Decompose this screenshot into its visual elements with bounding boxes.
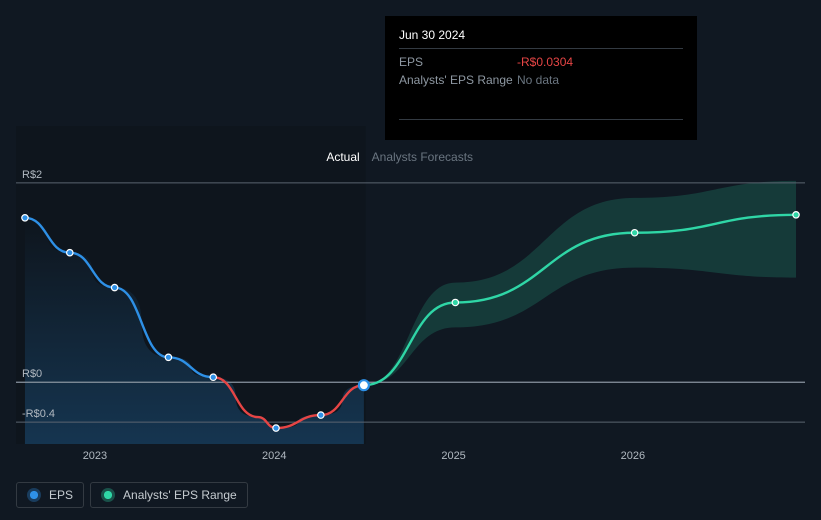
tooltip-row-eps: EPS -R$0.0304 (399, 53, 683, 71)
x-axis-tick-label: 2025 (441, 450, 465, 462)
x-axis-tick-label: 2024 (262, 450, 286, 462)
legend-item-range[interactable]: Analysts' EPS Range (90, 482, 248, 508)
tooltip-label: EPS (399, 53, 517, 71)
legend-item-eps[interactable]: EPS (16, 482, 84, 508)
chart-area: ActualAnalysts ForecastsR$2R$0-R$0.42023… (16, 126, 805, 444)
section-label-forecast: Analysts Forecasts (372, 150, 473, 164)
chart-legend: EPS Analysts' EPS Range (16, 482, 248, 508)
eps-chart[interactable] (16, 126, 805, 444)
y-axis-tick-label: R$0 (22, 368, 42, 380)
legend-label: Analysts' EPS Range (123, 488, 237, 502)
tooltip-date: Jun 30 2024 (399, 26, 683, 44)
legend-label: EPS (49, 488, 73, 502)
y-axis-tick-label: R$2 (22, 169, 42, 181)
x-axis-tick-label: 2023 (83, 450, 107, 462)
x-axis-tick-label: 2026 (621, 450, 645, 462)
chart-tooltip: Jun 30 2024 EPS -R$0.0304 Analysts' EPS … (385, 16, 697, 140)
tooltip-label: Analysts' EPS Range (399, 71, 517, 89)
y-axis-tick-label: -R$0.4 (22, 408, 55, 420)
tooltip-separator (399, 48, 683, 49)
section-label-actual: Actual (326, 150, 359, 164)
circle-icon (27, 488, 41, 502)
tooltip-value: -R$0.0304 (517, 53, 573, 71)
tooltip-value: No data (517, 71, 559, 89)
circle-icon (101, 488, 115, 502)
tooltip-footer-separator (399, 119, 683, 120)
tooltip-row-range: Analysts' EPS Range No data (399, 71, 683, 89)
